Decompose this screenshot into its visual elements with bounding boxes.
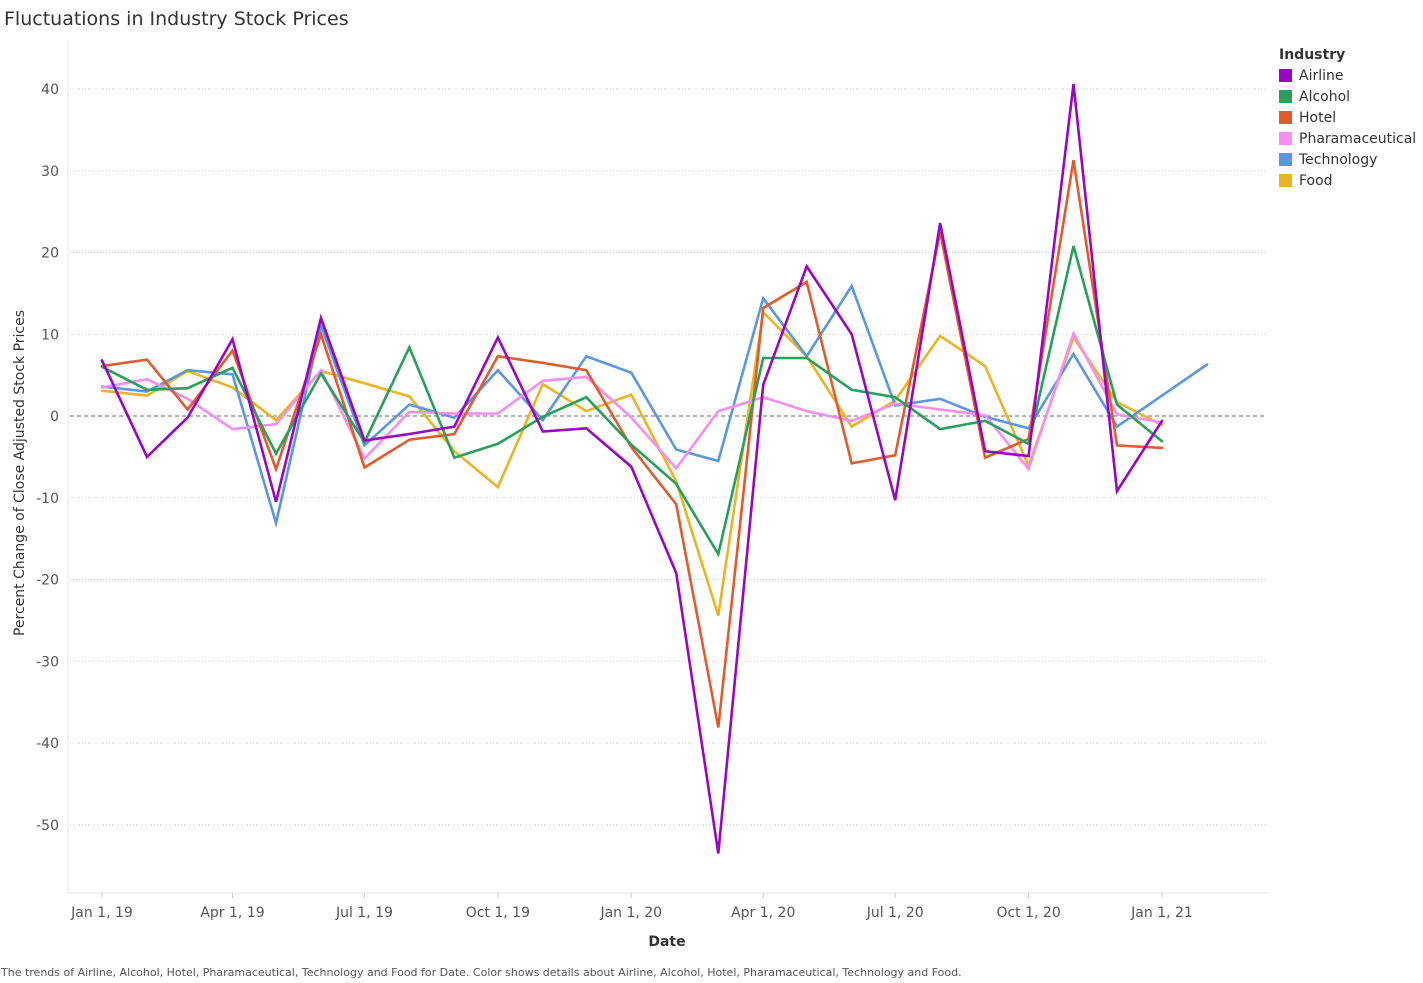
legend-swatch [1279,153,1292,166]
legend-item-airline[interactable]: Airline [1279,65,1416,86]
y-tick-label: 30 [41,164,59,180]
y-tick-label: -40 [36,736,59,752]
series-line-technology[interactable] [100,283,1209,529]
legend-item-food[interactable]: Food [1279,170,1416,191]
chart-caption: The trends of Airline, Alcohol, Hotel, P… [1,966,962,979]
x-tick-label: Jan 1, 20 [599,905,662,921]
x-axis-title: Date [648,934,685,950]
series-lines [100,83,1209,854]
legend-label: Technology [1299,151,1378,168]
y-tick-label: -20 [36,573,59,589]
legend-swatch [1279,90,1292,103]
x-tick-label: Apr 1, 19 [200,905,264,921]
x-tick-label: Jan 1, 19 [70,905,133,921]
x-tick-label: Jan 1, 21 [1130,905,1193,921]
series-line-hotel[interactable] [100,159,1164,728]
legend-label: Food [1299,172,1333,189]
legend-swatch [1279,111,1292,124]
y-tick-label: -50 [36,818,59,834]
legend-swatch [1279,132,1292,145]
y-tick-label: 10 [41,327,59,343]
chart-title: Fluctuations in Industry Stock Prices [4,8,349,30]
series-line-airline[interactable] [100,83,1164,854]
x-tick-label: Oct 1, 19 [466,905,530,921]
y-tick-label: -10 [36,491,59,507]
legend-label: Hotel [1299,109,1337,126]
x-tick-label: Oct 1, 20 [996,905,1060,921]
legend: Industry Airline Alcohol Hotel Pharamaceuti… [1279,47,1416,191]
series-line-food[interactable] [100,309,1164,616]
series-line-alcohol[interactable] [100,245,1164,558]
legend-label: Alcohol [1299,88,1351,105]
series-line-pharamaceutical[interactable] [100,330,1164,472]
legend-title: Industry [1279,47,1346,63]
y-tick-label: -30 [36,654,59,670]
legend-swatch [1279,174,1292,187]
y-tick-label: 0 [50,409,59,425]
y-axis-title: Percent Change of Close Adjusted Stock P… [12,310,28,636]
x-tick-label: Apr 1, 20 [731,905,795,921]
y-tick-label: 40 [41,82,59,98]
x-tick-label: Jul 1, 20 [866,905,924,921]
legend-item-technology[interactable]: Technology [1279,149,1416,170]
legend-label: Airline [1299,67,1344,84]
legend-items: Airline Alcohol Hotel Pharamaceutical Techno… [1279,65,1416,191]
line-chart: 40 30 20 10 0 -10 -20 -30 -40 -50 Jan 1, 19 Apr 1, … [12,40,1268,950]
legend-item-alcohol[interactable]: Alcohol [1279,86,1416,107]
legend-item-pharamaceutical[interactable]: Pharamaceutical [1279,128,1416,149]
x-tick-label: Jul 1, 19 [335,905,393,921]
y-tick-label: 20 [41,246,59,262]
legend-swatch [1279,69,1292,82]
legend-item-hotel[interactable]: Hotel [1279,107,1416,128]
legend-label: Pharamaceutical [1299,130,1417,147]
axes: 40 30 20 10 0 -10 -20 -30 -40 -50 Jan 1, 19 Apr 1, … [36,40,1268,921]
